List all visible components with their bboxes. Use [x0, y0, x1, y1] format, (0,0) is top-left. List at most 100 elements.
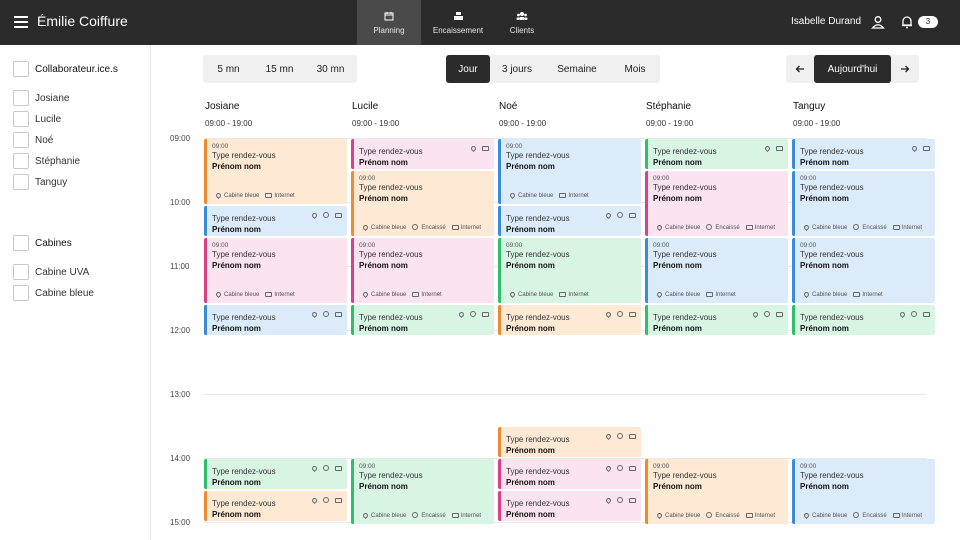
- appointment-type: Type rendez-vous: [506, 151, 570, 160]
- appointment-type: Type rendez-vous: [800, 471, 864, 480]
- view-day[interactable]: Jour: [446, 55, 490, 83]
- appointment-card[interactable]: Type rendez-vous Prénom nom: [204, 305, 347, 336]
- appointment-card[interactable]: Type rendez-vous Prénom nom: [645, 305, 788, 336]
- tab-planning[interactable]: Planning: [357, 0, 421, 45]
- appointment-type: Type rendez-vous: [800, 313, 864, 323]
- filter-staff-stephanie[interactable]: Stéphanie: [13, 153, 80, 169]
- appointment-card[interactable]: Type rendez-vous Prénom nom: [498, 427, 641, 457]
- column-hours: 09:00 - 19:00: [646, 119, 694, 128]
- filter-staff-lucile[interactable]: Lucile: [13, 111, 61, 127]
- arrow-left-icon[interactable]: [786, 55, 814, 83]
- appointment-card[interactable]: Type rendez-vous Prénom nom: [498, 305, 641, 336]
- tab-encaissement[interactable]: Encaissement: [426, 0, 490, 45]
- coin-icon: [617, 212, 624, 219]
- footer-tag-label: Cabine bleue: [812, 224, 848, 231]
- checkbox[interactable]: [13, 235, 29, 251]
- client-name: Prénom nom: [800, 158, 849, 167]
- appointment-card[interactable]: 09:00 Type rendez-vous Prénom nom Cabine bl…: [351, 171, 494, 237]
- coin-icon: [853, 512, 860, 519]
- filter-staff-all[interactable]: Collaborateur.ice.s: [13, 61, 118, 77]
- user-name[interactable]: Isabelle Durand: [791, 16, 862, 27]
- view-3days[interactable]: 3 jours: [501, 63, 532, 75]
- laptop-icon: [892, 512, 900, 519]
- checkbox[interactable]: [13, 90, 29, 106]
- appointment-card[interactable]: Type rendez-vous Prénom nom: [204, 491, 347, 521]
- filter-cabins-all[interactable]: Cabines: [13, 235, 72, 251]
- appointment-card[interactable]: Type rendez-vous Prénom nom: [792, 139, 935, 169]
- filter-cabin-bleue[interactable]: Cabine bleue: [13, 285, 94, 301]
- view-week[interactable]: Semaine: [557, 63, 597, 75]
- sidebar: Collaborateur.ice.s Josiane Lucile Noé S…: [0, 45, 151, 540]
- interval-30mn[interactable]: 30 mn: [316, 63, 345, 75]
- appointment-card[interactable]: 09:00 Type rendez-vous Prénom nom Cabine bl…: [351, 459, 494, 525]
- user-icon[interactable]: [871, 15, 885, 29]
- appointment-type: Type rendez-vous: [800, 250, 864, 260]
- footer-tag-label: Encaissé: [715, 224, 740, 231]
- filter-cabin-uva[interactable]: Cabine UVA: [13, 264, 89, 280]
- footer-tag: Internet: [265, 192, 295, 199]
- appointment-card[interactable]: Type rendez-vous Prénom nom: [351, 139, 494, 169]
- appointment-card[interactable]: Type rendez-vous Prénom nom: [498, 206, 641, 237]
- client-name: Prénom nom: [653, 261, 702, 271]
- appointment-card[interactable]: 09:00 Type rendez-vous Prénom nom Cabine bl…: [645, 459, 788, 525]
- appointment-card[interactable]: 09:00 Type rendez-vous Prénom nom Cabine bl…: [645, 238, 788, 304]
- checkbox[interactable]: [13, 111, 29, 127]
- appointment-card[interactable]: 09:00 Type rendez-vous Prénom nom Cabine bl…: [351, 238, 494, 304]
- appointment-type: Type rendez-vous: [359, 250, 423, 260]
- appointment-card[interactable]: Type rendez-vous Prénom nom: [498, 459, 641, 489]
- checkbox[interactable]: [13, 153, 29, 169]
- filter-staff-josiane[interactable]: Josiane: [13, 90, 69, 106]
- appointment-card[interactable]: Type rendez-vous Prénom nom: [351, 305, 494, 336]
- cash-register-icon: [453, 11, 464, 21]
- location-pin-icon: [469, 144, 478, 153]
- today-button[interactable]: Aujourd'hui: [814, 55, 891, 83]
- column-header-josiane: Josiane 09:00 - 19:00: [205, 101, 252, 128]
- appointment-card[interactable]: 09:00 Type rendez-vous Prénom nom Cabine bl…: [204, 238, 347, 304]
- interval-15mn[interactable]: 15 mn: [265, 63, 294, 75]
- appointment-card[interactable]: Type rendez-vous Prénom nom: [204, 206, 347, 237]
- notification-count-badge: 3: [918, 16, 938, 28]
- footer-tag-label: Internet: [421, 291, 442, 298]
- appointment-card[interactable]: Type rendez-vous Prénom nom: [204, 459, 347, 489]
- checkbox[interactable]: [13, 264, 29, 280]
- tab-clients[interactable]: Clients: [492, 0, 552, 45]
- appointment-card[interactable]: 09:00 Type rendez-vous Prénom nom Cabine bl…: [792, 171, 935, 237]
- laptop-icon: [923, 145, 930, 152]
- appointment-icons: [604, 311, 636, 319]
- coin-icon: [617, 433, 624, 440]
- arrow-right-icon[interactable]: [891, 55, 919, 83]
- appointment-card[interactable]: 09:00 Type rendez-vous Prénom nom Cabine bl…: [498, 238, 641, 304]
- hamburger-menu-icon[interactable]: [14, 16, 28, 28]
- appointment-card[interactable]: 09:00 Type rendez-vous Prénom nom Cabine bl…: [645, 171, 788, 237]
- column-hours: 09:00 - 19:00: [793, 119, 841, 128]
- appointment-type: Type rendez-vous: [653, 183, 717, 192]
- appointment-card[interactable]: 09:00 Type rendez-vous Prénom nom Cabine bl…: [792, 238, 935, 304]
- appointment-card[interactable]: Type rendez-vous Prénom nom: [792, 305, 935, 336]
- interval-5mn[interactable]: 5 mn: [217, 63, 240, 75]
- footer-tag: Encaissé: [706, 224, 740, 231]
- appointment-card[interactable]: 09:00 Type rendez-vous Prénom nom Cabine bl…: [792, 459, 935, 525]
- checkbox[interactable]: [13, 61, 29, 77]
- checkbox[interactable]: [13, 174, 29, 190]
- appointment-footer: Cabine bleue Encaissé Internet: [361, 224, 481, 232]
- bell-icon[interactable]: [900, 15, 914, 29]
- tab-clients-label: Clients: [509, 25, 535, 35]
- appointment-card[interactable]: 09:00 Type rendez-vous Prénom nom Cabine bl…: [204, 139, 347, 205]
- location-pin-icon: [604, 432, 613, 441]
- appointment-card[interactable]: 09:00 Type rendez-vous Prénom nom Cabine bl…: [498, 139, 641, 205]
- appointment-time: 09:00: [359, 242, 376, 250]
- filter-staff-tanguy[interactable]: Tanguy: [13, 174, 67, 190]
- laptop-icon: [559, 291, 567, 298]
- footer-tag: Cabine bleue: [508, 291, 553, 299]
- appointment-card[interactable]: Type rendez-vous Prénom nom: [498, 491, 641, 521]
- checkbox[interactable]: [13, 285, 29, 301]
- column-name: Josiane: [205, 101, 240, 112]
- hour-label: 15:00: [170, 518, 191, 527]
- appointment-type: Type rendez-vous: [800, 147, 864, 156]
- filter-staff-noe[interactable]: Noé: [13, 132, 53, 148]
- view-month[interactable]: Mois: [624, 63, 646, 75]
- planning-grid[interactable]: 09:00 10:00 11:00 12:00 13:00 14:00 15:00 09:00…: [152, 130, 960, 540]
- footer-tag-label: Cabine bleue: [812, 291, 848, 298]
- checkbox[interactable]: [13, 132, 29, 148]
- appointment-card[interactable]: Type rendez-vous Prénom nom: [645, 139, 788, 169]
